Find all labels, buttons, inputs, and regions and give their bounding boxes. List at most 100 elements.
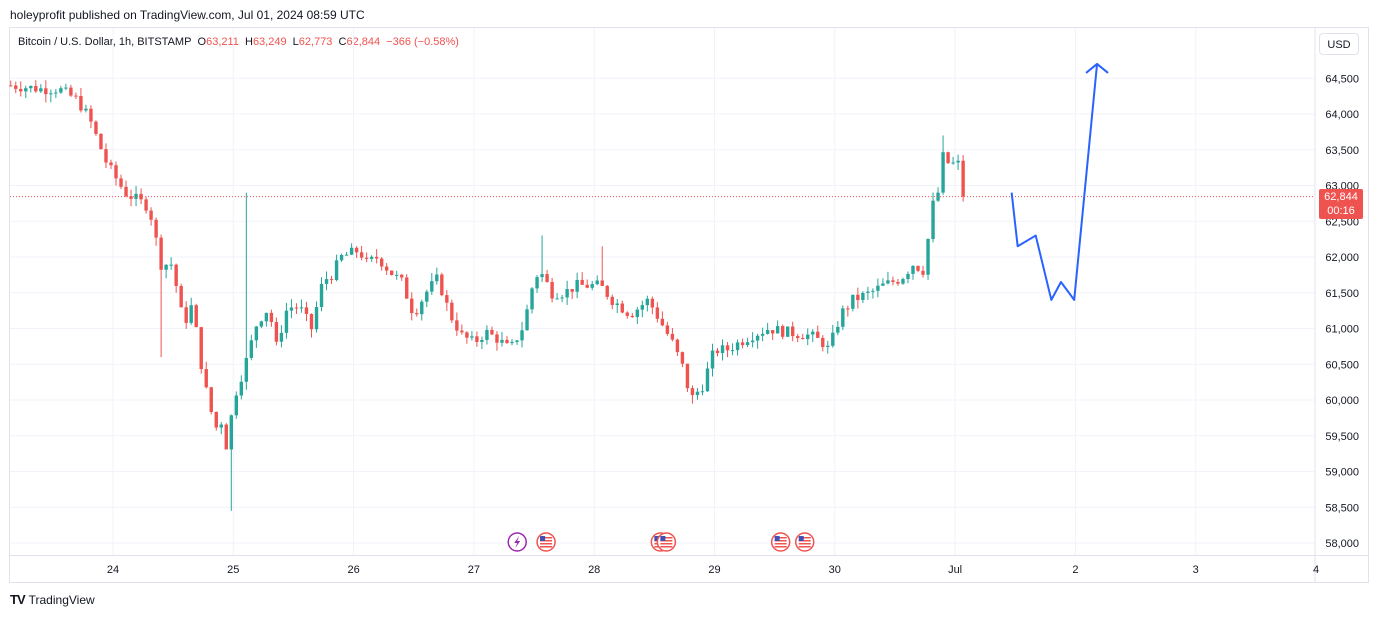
candle-body[interactable] — [921, 270, 925, 275]
candle-body[interactable] — [806, 334, 810, 340]
candle-body[interactable] — [670, 333, 675, 340]
candle-body[interactable] — [144, 199, 148, 211]
candle-body[interactable] — [435, 274, 439, 282]
candle-body[interactable] — [605, 285, 609, 297]
candle-body[interactable] — [485, 329, 489, 340]
candle-body[interactable] — [961, 160, 965, 197]
candle-body[interactable] — [49, 93, 53, 95]
us-flag-icon[interactable] — [794, 532, 815, 552]
candle-body[interactable] — [400, 274, 404, 278]
candle-body[interactable] — [84, 108, 88, 111]
candle-body[interactable] — [159, 237, 163, 270]
candle-body[interactable] — [164, 264, 168, 270]
candle-body[interactable] — [560, 297, 564, 299]
candle-body[interactable] — [730, 350, 735, 352]
us-flag-icon[interactable] — [656, 532, 677, 552]
candle-body[interactable] — [826, 345, 830, 348]
candle-body[interactable] — [660, 318, 665, 326]
candle-body[interactable] — [785, 326, 790, 337]
candle-body[interactable] — [169, 264, 173, 266]
candle-body[interactable] — [545, 274, 549, 282]
candle-body[interactable] — [886, 280, 890, 284]
candle-body[interactable] — [570, 289, 574, 292]
candle-body[interactable] — [219, 424, 223, 428]
candle-body[interactable] — [926, 239, 930, 275]
candle-body[interactable] — [630, 315, 634, 318]
candle-body[interactable] — [640, 305, 645, 310]
candle-body[interactable] — [690, 388, 695, 396]
candle-body[interactable] — [179, 285, 183, 308]
candle-body[interactable] — [946, 152, 950, 164]
candle-body[interactable] — [209, 387, 213, 412]
candle-body[interactable] — [760, 333, 765, 336]
candle-body[interactable] — [214, 411, 218, 428]
candle-body[interactable] — [389, 270, 394, 276]
candle-body[interactable] — [590, 284, 594, 288]
candle-body[interactable] — [685, 363, 690, 389]
candle-body[interactable] — [695, 391, 700, 396]
candle-body[interactable] — [104, 149, 108, 163]
candle-body[interactable] — [790, 326, 795, 337]
candle-body[interactable] — [199, 327, 203, 370]
candle-body[interactable] — [430, 281, 434, 292]
candle-body[interactable] — [510, 341, 514, 344]
candle-body[interactable] — [585, 284, 589, 288]
candle-body[interactable] — [465, 332, 469, 338]
candle-body[interactable] — [9, 85, 13, 87]
candle-body[interactable] — [906, 273, 910, 280]
candle-body[interactable] — [59, 88, 63, 93]
candle-body[interactable] — [811, 331, 815, 335]
candle-body[interactable] — [19, 88, 23, 92]
candle-body[interactable] — [224, 424, 228, 450]
candle-body[interactable] — [229, 415, 233, 450]
candle-body[interactable] — [916, 265, 920, 271]
candle-body[interactable] — [149, 210, 153, 220]
candle-body[interactable] — [184, 307, 188, 323]
candle-body[interactable] — [851, 294, 855, 309]
candle-body[interactable] — [24, 88, 28, 92]
candle-body[interactable] — [29, 85, 33, 89]
candle-body[interactable] — [344, 254, 349, 256]
candle-body[interactable] — [450, 302, 454, 321]
candle-body[interactable] — [139, 193, 143, 200]
candle-body[interactable] — [770, 330, 775, 334]
projection-path[interactable] — [1010, 63, 1099, 301]
candle-body[interactable] — [936, 192, 940, 201]
candle-body[interactable] — [94, 121, 98, 134]
candle-body[interactable] — [620, 303, 624, 313]
candle-body[interactable] — [655, 307, 660, 319]
candle-body[interactable] — [650, 298, 655, 308]
candle-body[interactable] — [841, 308, 845, 327]
candle-body[interactable] — [460, 330, 464, 333]
candle-body[interactable] — [901, 279, 905, 284]
candle-body[interactable] — [495, 334, 499, 343]
candle-body[interactable] — [39, 88, 43, 92]
candle-body[interactable] — [931, 200, 935, 240]
candle-body[interactable] — [525, 309, 529, 331]
candle-body[interactable] — [530, 288, 534, 310]
candle-body[interactable] — [956, 160, 960, 163]
candle-body[interactable] — [775, 326, 780, 334]
candle-body[interactable] — [374, 256, 379, 259]
candle-body[interactable] — [580, 279, 584, 285]
candle-body[interactable] — [294, 307, 299, 309]
us-flag-icon[interactable] — [770, 532, 791, 552]
candle-body[interactable] — [801, 338, 805, 340]
candle-body[interactable] — [941, 152, 945, 193]
candle-body[interactable] — [846, 308, 850, 310]
candle-body[interactable] — [780, 326, 785, 337]
candle-body[interactable] — [715, 350, 720, 354]
candle-body[interactable] — [635, 309, 640, 318]
candle-body[interactable] — [891, 280, 895, 282]
candle-body[interactable] — [114, 165, 118, 179]
candle-body[interactable] — [480, 339, 484, 342]
candle-body[interactable] — [415, 313, 419, 315]
candle-body[interactable] — [54, 92, 58, 94]
candle-body[interactable] — [755, 335, 760, 341]
candle-body[interactable] — [109, 162, 113, 166]
candle-body[interactable] — [174, 264, 178, 286]
tradingview-brand[interactable]: TV TradingView — [10, 592, 95, 607]
candle-body[interactable] — [720, 345, 725, 354]
candle-body[interactable] — [234, 395, 239, 416]
candle-body[interactable] — [314, 307, 319, 330]
